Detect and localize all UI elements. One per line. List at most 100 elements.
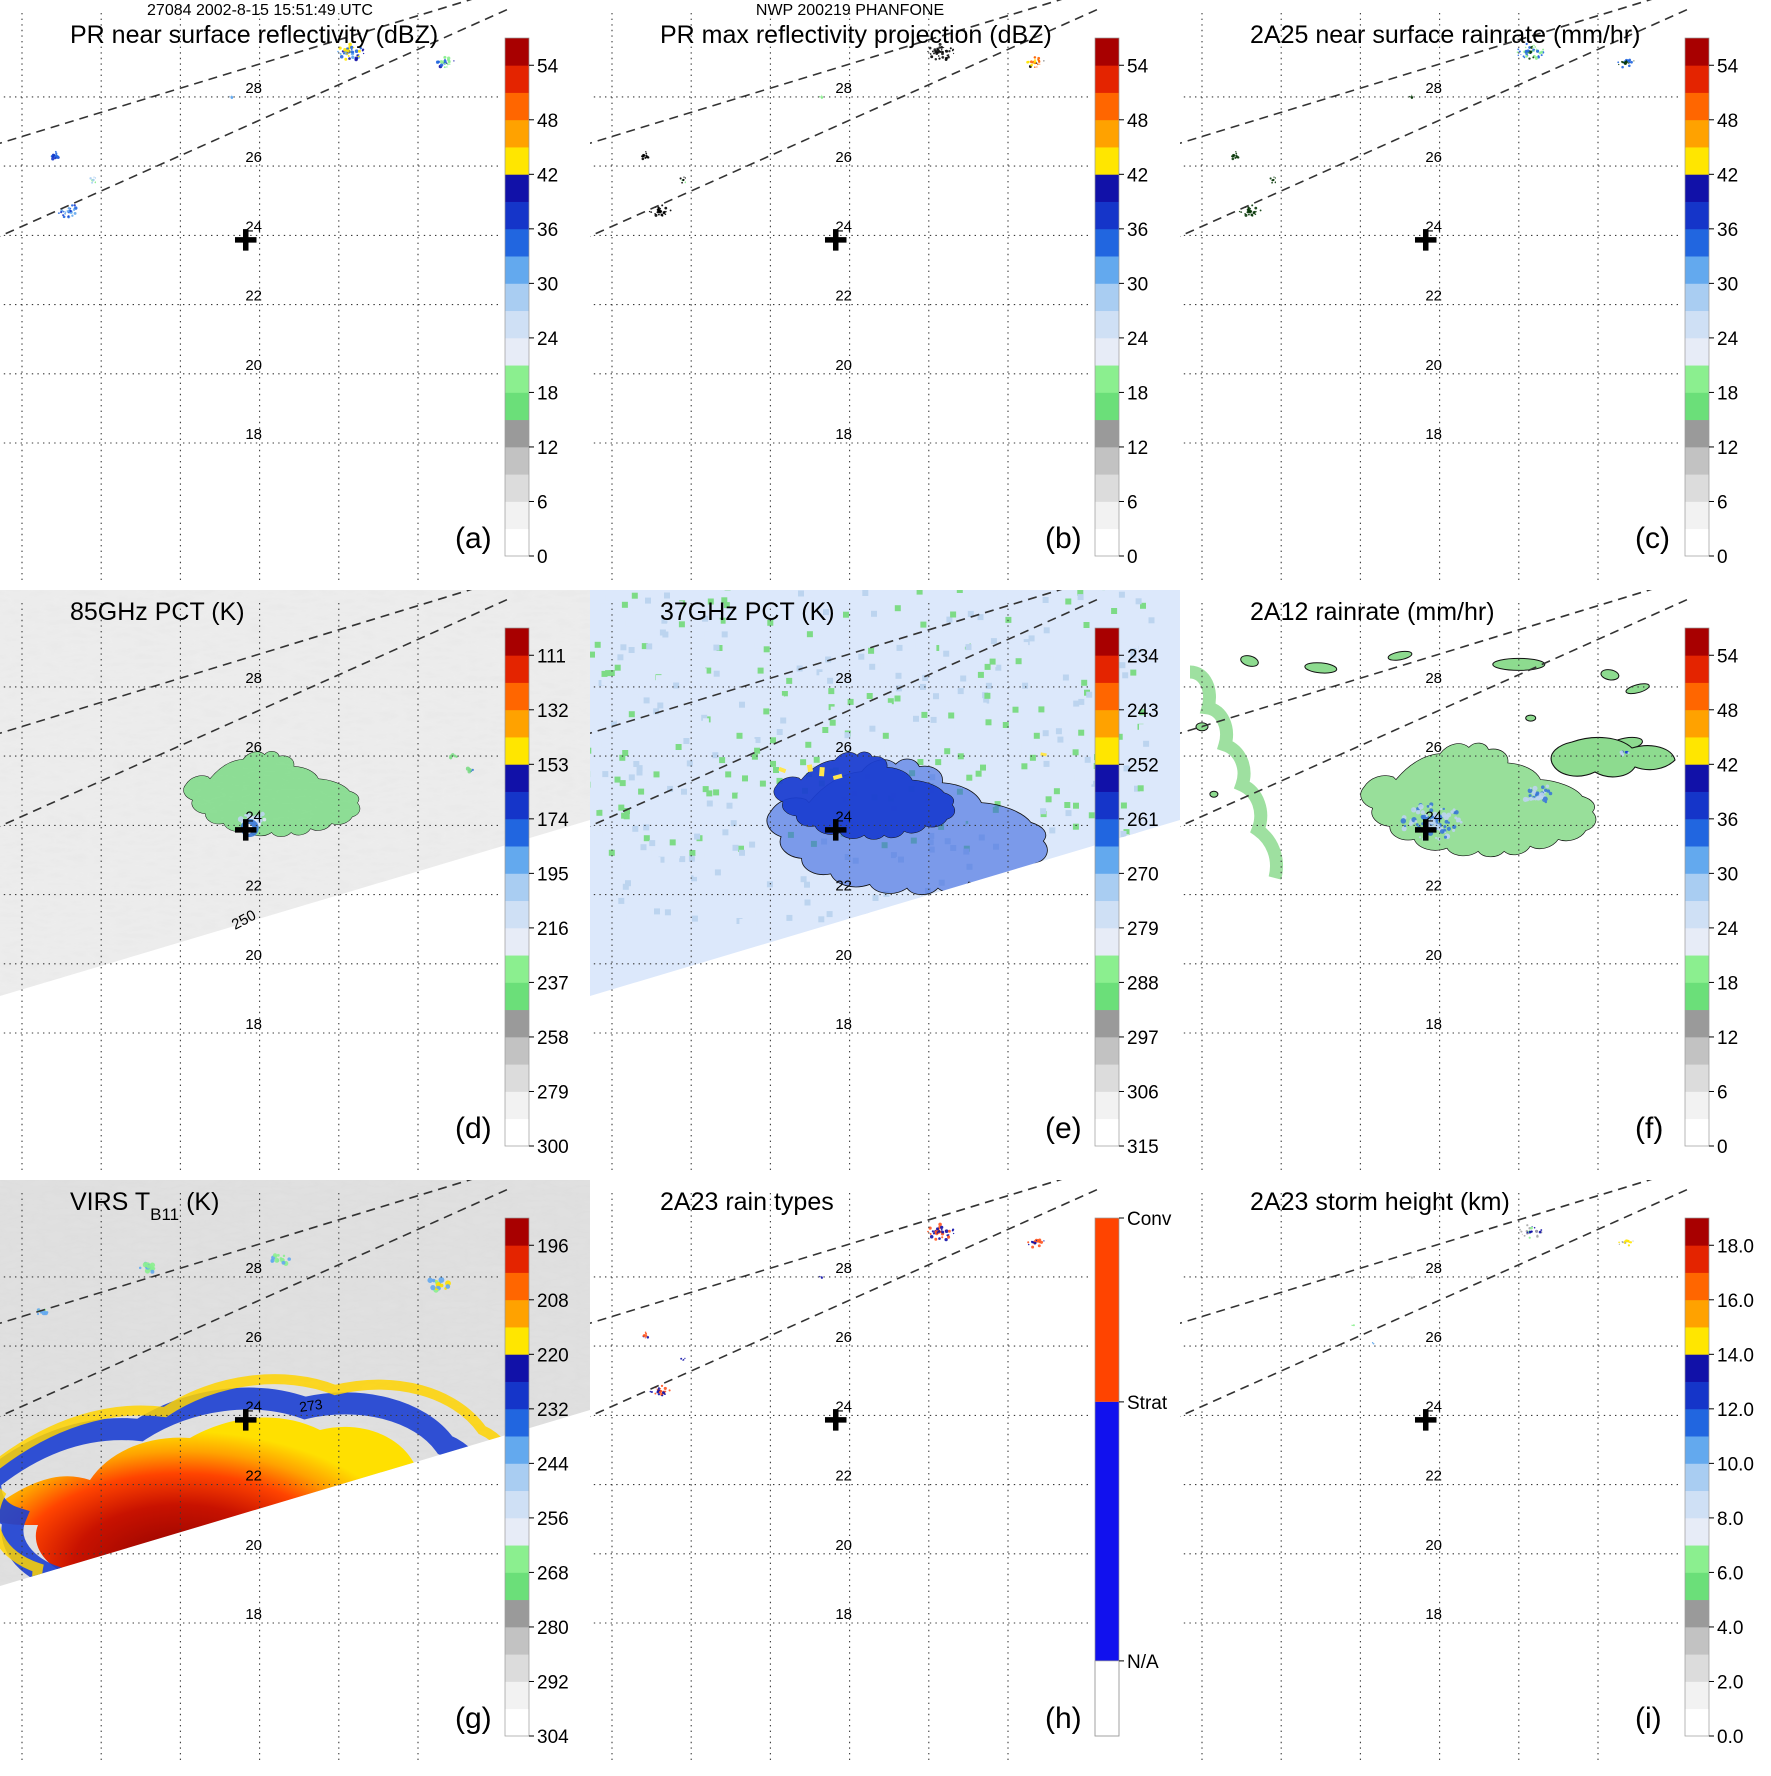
svg-text:54: 54 [1717,56,1739,77]
svg-text:0: 0 [1717,1137,1728,1158]
svg-text:22: 22 [835,1468,852,1485]
svg-text:12: 12 [1127,438,1148,459]
svg-text:4.0: 4.0 [1717,1618,1743,1639]
svg-text:0.0: 0.0 [1717,1727,1743,1748]
svg-text:16.0: 16.0 [1717,1291,1754,1312]
svg-text:18: 18 [245,1606,262,1623]
svg-text:26: 26 [835,149,852,166]
svg-text:300: 300 [537,1137,569,1158]
svg-text:36: 36 [1127,220,1148,241]
svg-text:0: 0 [537,547,548,568]
svg-text:208: 208 [537,1291,569,1312]
svg-text:18: 18 [245,426,262,443]
svg-text:153: 153 [537,755,569,776]
svg-text:306: 306 [1127,1082,1159,1103]
svg-text:18: 18 [537,383,558,404]
svg-text:280: 280 [537,1618,569,1639]
svg-text:54: 54 [537,56,559,77]
svg-text:36: 36 [1717,220,1738,241]
svg-text:(h): (h) [1045,1702,1082,1735]
svg-text:48: 48 [1127,111,1148,132]
svg-text:30: 30 [537,274,558,295]
svg-text:12: 12 [1717,1028,1738,1049]
svg-text:24: 24 [1717,919,1739,940]
svg-text:2A23 rain types: 2A23 rain types [660,1188,834,1216]
svg-text:Conv: Conv [1127,1209,1172,1230]
svg-text:(i): (i) [1635,1702,1662,1735]
svg-text:20: 20 [835,1537,852,1554]
svg-text:12.0: 12.0 [1717,1400,1754,1421]
svg-text:36: 36 [1717,810,1738,831]
svg-text:243: 243 [1127,701,1159,722]
svg-text:28: 28 [835,80,852,97]
svg-text:2A12 rainrate (mm/hr): 2A12 rainrate (mm/hr) [1250,598,1495,626]
svg-text:20: 20 [245,357,262,374]
svg-text:20: 20 [1425,947,1442,964]
svg-text:28: 28 [1425,80,1442,97]
svg-text:54: 54 [1127,56,1149,77]
svg-text:258: 258 [537,1028,569,1049]
svg-text:0: 0 [1127,547,1138,568]
svg-text:22: 22 [1425,288,1442,305]
svg-text:196: 196 [537,1236,569,1257]
svg-text:132: 132 [537,701,569,722]
svg-text:28: 28 [835,1260,852,1277]
svg-text:28: 28 [1425,1260,1442,1277]
svg-text:28: 28 [1425,670,1442,687]
svg-text:NWP 200219 PHANFONE: NWP 200219 PHANFONE [756,2,944,19]
svg-text:2A23 storm height (km): 2A23 storm height (km) [1250,1188,1510,1216]
svg-text:220: 220 [537,1345,569,1366]
svg-text:234: 234 [1127,646,1159,667]
svg-text:252: 252 [1127,755,1159,776]
svg-text:85GHz PCT (K): 85GHz PCT (K) [70,598,245,626]
svg-text:22: 22 [835,878,852,895]
svg-text:22: 22 [1425,1468,1442,1485]
svg-text:10.0: 10.0 [1717,1454,1754,1475]
svg-text:279: 279 [1127,919,1159,940]
svg-text:(g): (g) [455,1702,492,1735]
svg-text:42: 42 [1717,755,1738,776]
svg-text:26: 26 [835,739,852,756]
svg-text:26: 26 [1425,149,1442,166]
svg-text:42: 42 [1717,165,1738,186]
svg-text:174: 174 [537,810,569,831]
svg-text:36: 36 [537,220,558,241]
svg-text:28: 28 [245,1260,262,1277]
svg-text:18: 18 [1425,1606,1442,1623]
svg-text:20: 20 [245,947,262,964]
svg-text:2.0: 2.0 [1717,1672,1743,1693]
svg-text:22: 22 [245,288,262,305]
svg-text:18: 18 [835,426,852,443]
svg-text:268: 268 [537,1563,569,1584]
svg-text:26: 26 [245,739,262,756]
svg-text:304: 304 [537,1727,569,1748]
svg-text:24: 24 [537,329,559,350]
svg-text:12: 12 [537,438,558,459]
svg-text:20: 20 [245,1537,262,1554]
svg-text:292: 292 [537,1672,569,1693]
svg-text:(c): (c) [1635,522,1670,555]
svg-text:18: 18 [1127,383,1148,404]
svg-text:42: 42 [1127,165,1148,186]
svg-text:28: 28 [835,670,852,687]
svg-text:(d): (d) [455,1112,492,1145]
svg-text:42: 42 [537,165,558,186]
svg-text:14.0: 14.0 [1717,1345,1754,1366]
svg-text:261: 261 [1127,810,1159,831]
svg-text:30: 30 [1127,274,1148,295]
svg-text:6.0: 6.0 [1717,1563,1743,1584]
svg-text:20: 20 [1425,357,1442,374]
svg-text:232: 232 [537,1400,569,1421]
svg-text:18: 18 [1717,973,1738,994]
svg-text:18: 18 [1425,426,1442,443]
svg-text:315: 315 [1127,1137,1159,1158]
svg-text:18: 18 [835,1606,852,1623]
svg-text:18.0: 18.0 [1717,1236,1754,1257]
svg-text:270: 270 [1127,864,1159,885]
svg-text:237: 237 [537,973,569,994]
svg-text:30: 30 [1717,274,1738,295]
svg-text:N/A: N/A [1127,1652,1159,1673]
svg-text:2A25 near surface rainrate (mm: 2A25 near surface rainrate (mm/hr) [1250,21,1640,49]
svg-text:22: 22 [1425,878,1442,895]
svg-text:273: 273 [298,1396,324,1415]
